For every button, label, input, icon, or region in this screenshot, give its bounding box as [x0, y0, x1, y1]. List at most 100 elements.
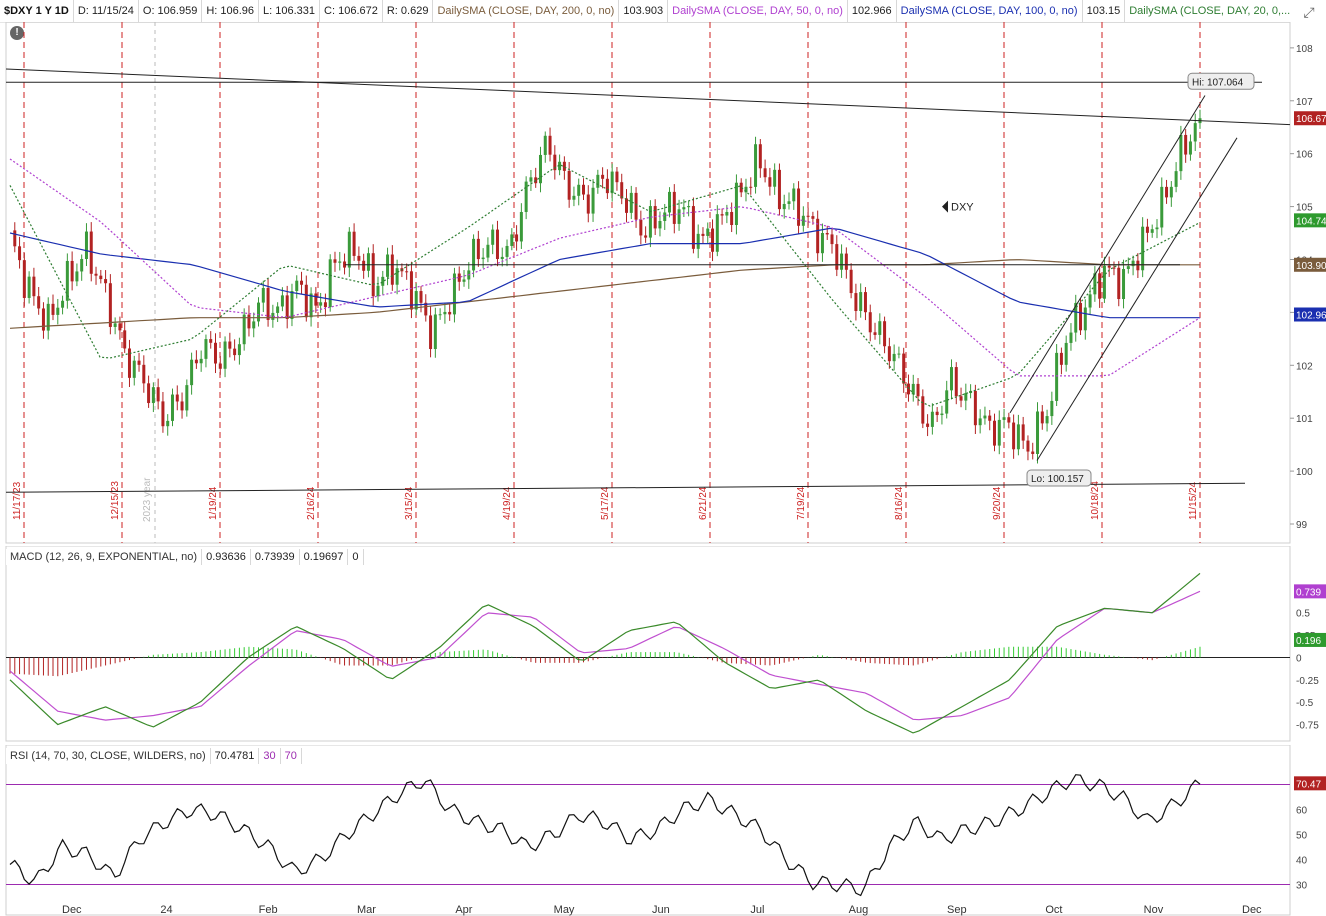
candle-body — [175, 394, 179, 402]
candle-body — [1069, 332, 1073, 343]
candle-body — [777, 169, 781, 210]
month-label: Jun — [652, 904, 670, 916]
candle-body — [13, 230, 17, 247]
event-date-label: 11/17/23 — [12, 481, 23, 520]
candle-body — [1179, 134, 1183, 172]
rsi-line — [9, 774, 1201, 897]
month-label: Aug — [849, 904, 869, 916]
candle-body — [366, 253, 370, 271]
macd-tick-label: -0.75 — [1296, 721, 1319, 732]
candle-body — [357, 255, 361, 261]
rsi-chart[interactable]: 70 60 50 40 30 70.47 Dec 24 Feb Mar Apr May Jun Jul Au… — [0, 745, 1326, 916]
candle-body — [1188, 141, 1192, 155]
sma50-label[interactable]: DailySMA (CLOSE, DAY, 50, 0, no) — [668, 0, 848, 22]
candle-body — [94, 273, 98, 276]
candle-body — [720, 214, 724, 216]
candle-body — [1155, 227, 1159, 230]
candle-body — [687, 206, 691, 208]
month-label: Jul — [750, 904, 764, 916]
candle-body — [1007, 417, 1011, 423]
symbol-label[interactable]: $DXY 1 Y 1D — [0, 0, 74, 22]
candle-body — [696, 233, 700, 249]
event-date-label: 3/15/24 — [404, 486, 415, 520]
candle-body — [1145, 226, 1149, 233]
candle-body — [61, 300, 65, 308]
candle-body — [1016, 424, 1020, 450]
candle-body — [1064, 342, 1068, 365]
candle-body — [572, 195, 576, 200]
candle-body — [309, 293, 313, 318]
macd-panel-frame — [5, 546, 1291, 742]
rsi-label[interactable]: RSI (14, 70, 30, CLOSE, WILDERS, no) — [6, 748, 211, 764]
candle-body — [768, 177, 772, 187]
candle-body — [323, 302, 327, 308]
candle-body — [419, 291, 423, 303]
candle-body — [1174, 171, 1178, 187]
candle-body — [887, 346, 891, 362]
candle-body — [553, 154, 557, 171]
candle-body — [424, 302, 428, 316]
candle-body — [519, 212, 523, 242]
candle-body — [534, 177, 538, 184]
candle-body — [381, 276, 385, 286]
candle-body — [883, 321, 887, 347]
range-readout: R: 0.629 — [383, 0, 434, 22]
candle-body — [1112, 267, 1116, 269]
candle-body — [658, 220, 662, 229]
candle-body — [610, 171, 614, 194]
candle-body — [1050, 400, 1054, 417]
candle-body — [266, 288, 270, 320]
macd-avg-value: 0.73939 — [251, 549, 300, 565]
month-label: Nov — [1144, 904, 1164, 916]
candle-body — [1131, 260, 1135, 267]
candle-body — [629, 192, 633, 213]
price-tick-label: 102 — [1296, 361, 1313, 372]
sma200-label[interactable]: DailySMA (CLOSE, DAY, 200, 0, no) — [433, 0, 620, 22]
event-date-label: 11/15/24 — [1188, 481, 1199, 520]
candle-body — [581, 184, 585, 195]
candle-body — [844, 253, 848, 270]
candle-body — [1169, 186, 1173, 198]
macd-zero-value: 0 — [348, 549, 364, 565]
candle-body — [773, 169, 777, 187]
macd-tick-label: -0.5 — [1296, 698, 1314, 709]
expand-icon[interactable]: ⤢ — [1303, 4, 1315, 20]
sma20-line — [9, 164, 1201, 407]
macd-label[interactable]: MACD (12, 26, 9, EXPONENTIAL, no) — [6, 549, 203, 565]
month-label: Apr — [455, 904, 472, 916]
candle-body — [524, 181, 528, 213]
candle-body — [290, 291, 294, 319]
candle-body — [70, 260, 74, 282]
candle-body — [859, 292, 863, 312]
candle-body — [486, 244, 490, 258]
candle-body — [218, 363, 222, 369]
candle-body — [567, 170, 571, 200]
candle-body — [634, 192, 638, 220]
candle-body — [916, 383, 920, 397]
candle-body — [730, 211, 734, 226]
candle-body — [127, 348, 131, 378]
candle-body — [806, 215, 810, 217]
chart-header: $DXY 1 Y 1D D: 11/15/24 O: 106.959 H: 10… — [0, 0, 1290, 23]
candle-body — [505, 245, 509, 257]
month-label: Oct — [1045, 904, 1062, 916]
candle-body — [739, 182, 743, 193]
sma20-label[interactable]: DailySMA (CLOSE, DAY, 20, 0,... — [1125, 0, 1290, 22]
candle-body — [591, 187, 595, 214]
candle-body — [405, 271, 409, 273]
candle-body — [1102, 265, 1106, 299]
candle-body — [1021, 424, 1025, 441]
candle-body — [959, 396, 963, 401]
candle-body — [715, 214, 719, 252]
candle-body — [209, 339, 213, 343]
candle-body — [1193, 123, 1197, 142]
info-icon[interactable]: ! — [10, 26, 24, 40]
price-chart[interactable]: 1081071061051041031021011009911/17/2312/… — [0, 22, 1326, 544]
candle-body — [491, 229, 495, 245]
candle-body — [457, 273, 461, 282]
candle-body — [1126, 266, 1130, 270]
hi-callout-label: Hi: 107.064 — [1192, 77, 1244, 88]
sma100-label[interactable]: DailySMA (CLOSE, DAY, 100, 0, no) — [897, 0, 1083, 22]
candle-body — [204, 339, 208, 359]
